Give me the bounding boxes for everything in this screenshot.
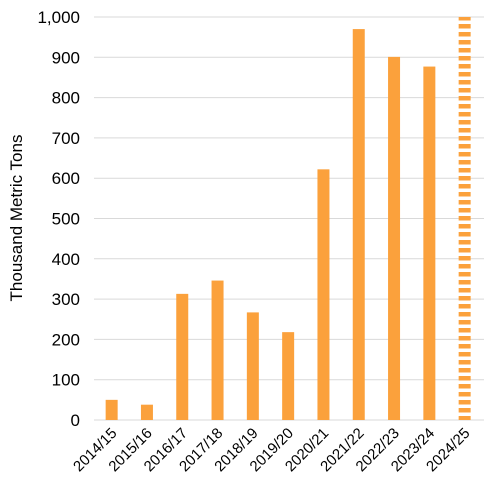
y-tick-label: 300 [52,290,80,309]
bars [105,17,471,421]
y-tick-label: 800 [52,89,80,108]
y-tick-label: 1,000 [37,8,80,27]
x-axis-ticks: 2014/152015/162016/172017/182018/192019/… [70,425,473,475]
y-tick-label: 0 [71,411,80,430]
bar [423,66,436,420]
bar [317,169,330,420]
bar [105,399,118,420]
y-axis-ticks: 0 100 200 300 400 500 600 700 800 900 1,000 [37,8,80,430]
bar [176,293,189,420]
bar [246,312,259,420]
bar [282,332,295,420]
y-tick-label: 200 [52,330,80,349]
y-tick-label: 400 [52,250,80,269]
bar [211,280,224,420]
y-tick-label: 600 [52,169,80,188]
y-tick-label: 900 [52,48,80,67]
bar-forecast [458,17,471,420]
y-tick-label: 100 [52,371,80,390]
bar [352,29,365,421]
y-tick-label: 700 [52,129,80,148]
bar [388,56,401,420]
gridlines [94,16,484,421]
y-tick-label: 500 [52,210,80,229]
bar [140,404,153,420]
y-axis-label: Thousand Metric Tons [7,135,26,302]
